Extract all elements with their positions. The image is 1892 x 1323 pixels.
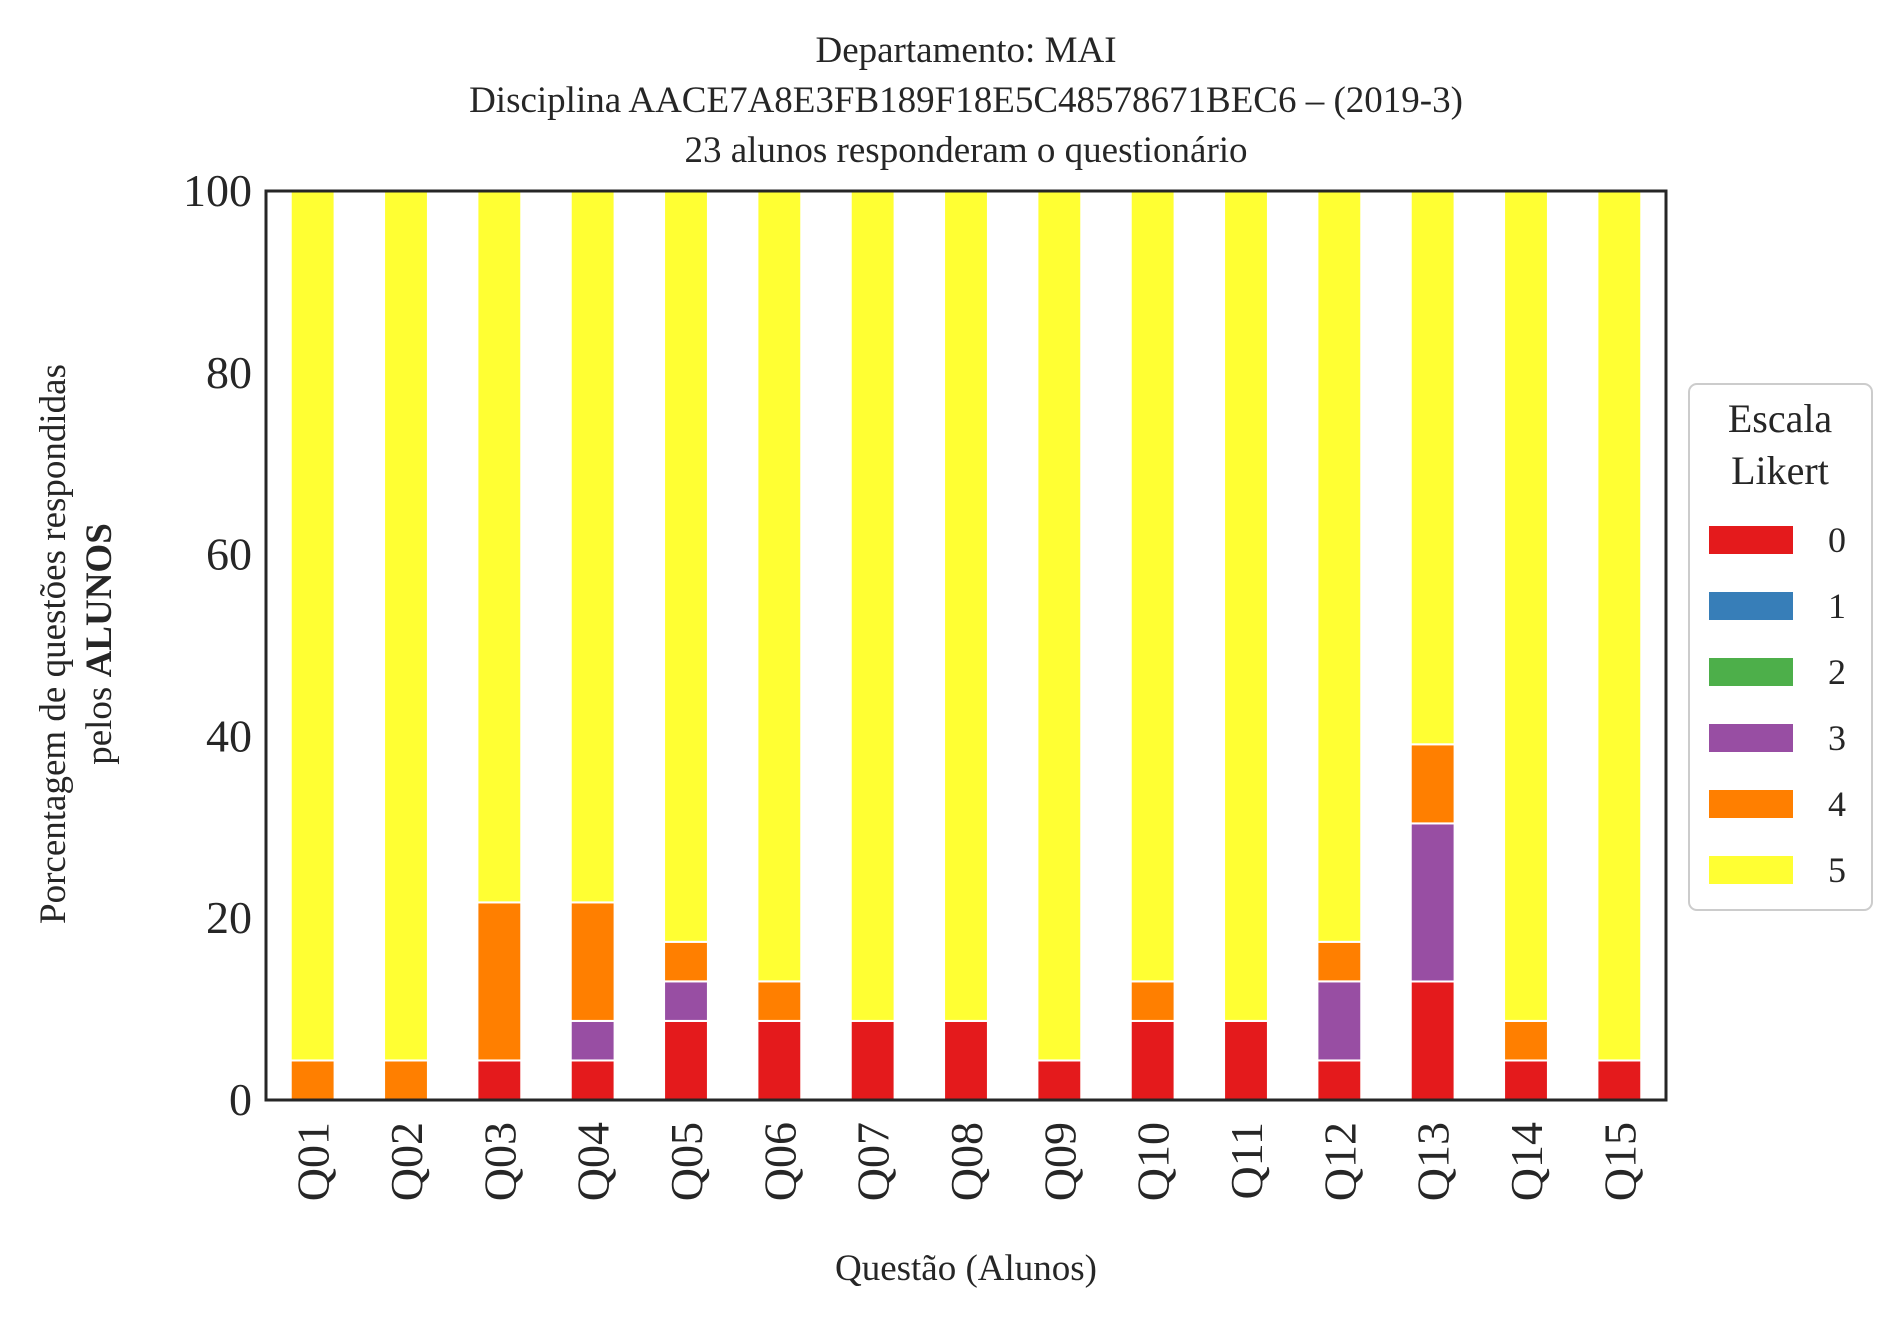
- y-axis-label-prefix: pelos: [79, 677, 120, 764]
- bar-segment-q13-likert-5: [1409, 190, 1456, 746]
- title-line-1: Departamento: MAI: [815, 30, 1116, 71]
- x-tick-label: Q03: [474, 1122, 525, 1201]
- bar-segment-q06-likert-0: [756, 1019, 803, 1101]
- bar-segment-q07-likert-5: [849, 190, 896, 1022]
- legend-swatch-3: [1709, 724, 1793, 752]
- y-axis-label: Porcentagem de questões respondidas pelo…: [33, 364, 120, 924]
- bar-segment-q04-likert-4: [569, 901, 616, 1022]
- title-line-2: Disciplina AACE7A8E3FB189F18E5C48578671B…: [469, 80, 1463, 121]
- bar-segment-q01-likert-5: [289, 190, 336, 1062]
- legend: Escala Likert 0 1 2 3 4 5: [1688, 383, 1873, 911]
- bar-segment-q09-likert-5: [1036, 190, 1083, 1062]
- bar-segment-q08-likert-5: [943, 190, 989, 1022]
- x-tick-label: Q15: [1594, 1122, 1645, 1201]
- bar-segment-q03-likert-5: [476, 190, 523, 904]
- x-tick-label: Q11: [1221, 1122, 1272, 1200]
- x-tick-label: Q07: [848, 1122, 899, 1201]
- x-axis-label: Questão (Alunos): [835, 1248, 1097, 1289]
- bar-segment-q07-likert-0: [849, 1019, 896, 1101]
- bar-segment-q04-likert-5: [569, 190, 616, 904]
- legend-swatch-1: [1709, 592, 1793, 620]
- x-tick-label: Q02: [381, 1122, 432, 1201]
- x-tick-label: Q13: [1408, 1122, 1459, 1201]
- x-tick-label: Q01: [288, 1122, 339, 1201]
- bar-segment-q05-likert-5: [663, 190, 709, 943]
- bar-segment-q12-likert-0: [1316, 1059, 1363, 1101]
- x-tick-label: Q12: [1314, 1122, 1365, 1201]
- y-tick-label: 60: [206, 529, 252, 580]
- y-tick-label: 40: [206, 710, 252, 761]
- bar-segment-q02-likert-5: [383, 190, 429, 1062]
- bar-segment-q14-likert-0: [1503, 1059, 1549, 1101]
- legend-swatch-0: [1709, 526, 1793, 554]
- bar-segment-q05-likert-4: [663, 940, 709, 983]
- legend-swatch-4: [1709, 790, 1793, 818]
- legend-swatch-2: [1709, 658, 1793, 686]
- y-axis-label-line-1: Porcentagem de questões respondidas: [33, 364, 74, 924]
- bar-segment-q13-likert-3: [1409, 822, 1456, 983]
- y-tick-label: 100: [183, 165, 252, 216]
- bar-segment-q11-likert-0: [1223, 1019, 1269, 1101]
- x-tick-label: Q14: [1501, 1122, 1552, 1201]
- bar-segment-q11-likert-5: [1223, 190, 1269, 1022]
- bar-segment-q12-likert-4: [1316, 940, 1363, 983]
- title-line-3: 23 alunos responderam o questionário: [684, 130, 1247, 171]
- bar-segment-q13-likert-4: [1409, 743, 1456, 825]
- x-tick-label: Q08: [941, 1122, 992, 1201]
- bar-segment-q10-likert-5: [1129, 190, 1176, 983]
- legend-label-2: 2: [1828, 652, 1846, 692]
- bar-segment-q12-likert-3: [1316, 980, 1363, 1062]
- legend-frame: [1688, 383, 1873, 911]
- bar-segment-q10-likert-4: [1129, 980, 1176, 1022]
- legend-swatch-5: [1709, 856, 1793, 884]
- legend-label-1: 1: [1828, 586, 1846, 626]
- bar-segment-q09-likert-0: [1036, 1059, 1083, 1101]
- bar-segment-q05-likert-0: [663, 1019, 709, 1101]
- bar-segment-q06-likert-4: [756, 980, 803, 1022]
- y-tick-label: 20: [206, 892, 252, 943]
- bar-segment-q04-likert-3: [569, 1019, 616, 1062]
- legend-label-4: 4: [1828, 784, 1846, 824]
- legend-title-line-1: Escala: [1728, 396, 1833, 441]
- bar-segment-q04-likert-0: [569, 1059, 616, 1101]
- y-axis-label-line-2: pelos ALUNOS: [79, 523, 120, 765]
- legend-label-3: 3: [1828, 718, 1846, 758]
- x-tick-label: Q06: [754, 1122, 805, 1201]
- bar-segment-q01-likert-4: [289, 1059, 336, 1101]
- bar-segment-q03-likert-0: [476, 1059, 523, 1101]
- bar-segment-q15-likert-5: [1596, 190, 1643, 1062]
- bar-segment-q06-likert-5: [756, 190, 803, 983]
- bar-segment-q14-likert-5: [1503, 190, 1549, 1022]
- bars-group: [289, 190, 1643, 1101]
- legend-title-line-2: Likert: [1731, 448, 1829, 493]
- legend-label-0: 0: [1828, 520, 1846, 560]
- y-tick-labels: 0 20 40 60 80 100: [183, 165, 252, 1125]
- bar-segment-q15-likert-0: [1596, 1059, 1643, 1101]
- y-axis-label-bold: ALUNOS: [79, 523, 120, 677]
- x-tick-labels: Q01 Q02 Q03 Q04 Q05 Q06 Q07 Q08 Q09 Q10 Q11 Q12 Q13 Q…: [288, 1122, 1646, 1201]
- bar-segment-q13-likert-0: [1409, 980, 1456, 1101]
- x-tick-label: Q10: [1128, 1122, 1179, 1201]
- x-tick-label: Q09: [1034, 1122, 1085, 1201]
- y-tick-label: 80: [206, 347, 252, 398]
- bar-segment-q05-likert-3: [663, 980, 709, 1022]
- bar-segment-q08-likert-0: [943, 1019, 989, 1101]
- y-tick-label: 0: [229, 1074, 252, 1125]
- legend-label-5: 5: [1828, 850, 1846, 890]
- legend-entries: 0 1 2 3 4 5: [1709, 520, 1846, 890]
- x-tick-label: Q05: [661, 1122, 712, 1201]
- bar-segment-q10-likert-0: [1129, 1019, 1176, 1101]
- bar-segment-q02-likert-4: [383, 1059, 429, 1101]
- bar-segment-q03-likert-4: [476, 901, 523, 1062]
- chart-title: Departamento: MAI Disciplina AACE7A8E3FB…: [469, 30, 1463, 171]
- x-tick-label: Q04: [568, 1122, 619, 1201]
- bar-segment-q14-likert-4: [1503, 1019, 1549, 1062]
- plot-frame: [264, 189, 1668, 1102]
- bar-segment-q12-likert-5: [1316, 190, 1363, 943]
